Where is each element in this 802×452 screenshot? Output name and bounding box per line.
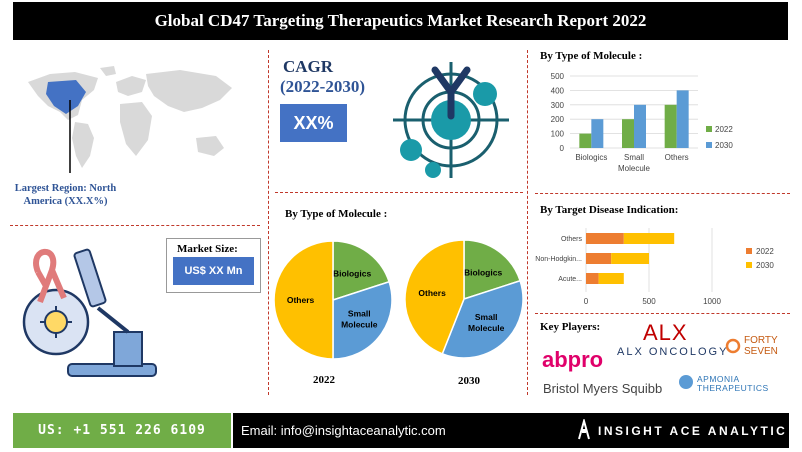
divider-right-bottom <box>535 313 790 314</box>
footer-phone[interactable]: US: +1 551 226 6109 <box>13 413 231 448</box>
pie-label: Biologics <box>464 268 503 278</box>
logo-bms: Bristol Myers Squibb <box>543 381 663 396</box>
hbar-2022-2 <box>586 273 599 284</box>
footer-contact-bar: Email: info@insightaceanalytic.com INSIG… <box>233 413 789 448</box>
pie-slice-small-molecule <box>441 279 524 359</box>
pie-label: Small <box>348 309 371 319</box>
footer-brand: INSIGHT ACE ANALYTIC <box>598 423 788 438</box>
x-tick-label: 500 <box>642 297 656 306</box>
x-tick-label: Others <box>665 153 689 162</box>
microscope-ribbon-illustration <box>22 248 157 377</box>
legend-swatch <box>746 262 752 268</box>
cagr-label: CAGR <box>283 57 334 76</box>
y-tick-label: 300 <box>551 101 565 110</box>
divider-right <box>527 50 528 395</box>
bar-2022-0 <box>579 133 592 148</box>
bar-2030-2 <box>676 90 689 148</box>
market-size-value: US$ XX Mn <box>173 257 254 285</box>
x-tick-label: 1000 <box>703 297 721 306</box>
pie-label: Molecule <box>341 320 378 330</box>
y-tick-label: 100 <box>551 130 565 139</box>
pie-label: Biologics <box>333 269 372 279</box>
report-title: Global CD47 Targeting Therapeutics Marke… <box>13 2 788 40</box>
market-size-box: US$ XX Mn <box>166 238 261 293</box>
logo-alx-oncology: ALX ONCOLOGY <box>617 346 729 358</box>
bar-chart-title: By Type of Molecule : <box>540 50 643 62</box>
market-size-label: Market Size: <box>177 243 238 255</box>
disease-bar-chart: 0 500 1000 Others Non-Hodgkin... Acute... 2022… <box>535 228 774 306</box>
apmonia-icon <box>679 375 693 389</box>
y-tick-label: 400 <box>551 86 565 95</box>
bar-2030-0 <box>591 119 604 148</box>
cagr-value: XX% <box>280 104 347 142</box>
divider-left-mid <box>10 225 260 226</box>
footer-email[interactable]: Email: info@insightaceanalytic.com <box>241 423 446 438</box>
pie-label: Molecule <box>468 323 505 333</box>
legend-label: 2030 <box>756 261 774 270</box>
pie-slice-small-molecule <box>332 280 393 360</box>
x-tick-label: Small <box>624 153 644 162</box>
legend-label: 2022 <box>756 247 774 256</box>
pie-label: Others <box>287 295 315 305</box>
bar-2030-1 <box>634 104 646 148</box>
y-tick-label: 0 <box>560 144 565 153</box>
legend-label: 2030 <box>715 141 733 150</box>
brand-logo-icon <box>578 419 590 440</box>
logo-apmonia: APMONIA THERAPEUTICS <box>697 374 769 393</box>
molecule-bar-chart: 0 100 200 300 400 500 Biologics Small Molecule Ot… <box>551 72 734 173</box>
forty-seven-icon <box>725 338 741 354</box>
y-tick-label: Non-Hodgkin... <box>535 256 582 263</box>
logo-abpro: abpro <box>542 347 604 372</box>
key-players-title: Key Players: <box>540 321 601 333</box>
pie-year-2030: 2030 <box>458 375 480 387</box>
logo-forty-seven: FORTY SEVEN <box>744 335 778 357</box>
x-tick-label: Molecule <box>618 164 651 173</box>
divider-right-top <box>535 193 790 194</box>
antibody-target-icon <box>393 62 509 178</box>
pie-label: Small <box>475 312 498 322</box>
legend-label: 2022 <box>715 125 733 134</box>
logo-alx: ALX <box>643 320 688 345</box>
cagr-period: (2022-2030) <box>280 77 365 96</box>
hbar-2030-0 <box>623 233 675 244</box>
hbar-2030-2 <box>598 273 624 284</box>
largest-region-label: Largest Region: North America (XX.X%) <box>14 183 117 207</box>
y-tick-label: 200 <box>551 115 565 124</box>
world-map <box>28 66 232 173</box>
pie-label: Others <box>418 288 446 298</box>
disease-chart-title: By Target Disease Indication: <box>540 204 679 216</box>
pies-title: By Type of Molecule : <box>285 208 388 220</box>
pie-slice-biologics <box>332 240 391 302</box>
legend-swatch <box>746 248 752 254</box>
legend-swatch <box>706 126 712 132</box>
x-tick-label: 0 <box>584 297 589 306</box>
y-tick-label: 500 <box>551 72 565 81</box>
legend-swatch <box>706 142 712 148</box>
pie-slice-others <box>273 240 334 360</box>
hbar-2022-0 <box>586 233 624 244</box>
pie-year-2022: 2022 <box>313 374 335 386</box>
divider-left <box>268 50 269 395</box>
pie-slice-others <box>404 239 465 355</box>
bar-2022-1 <box>622 119 634 148</box>
bar-2022-2 <box>664 104 677 148</box>
y-tick-label: Acute... <box>558 276 582 283</box>
y-tick-label: Others <box>561 236 583 243</box>
pie-slice-biologics <box>463 239 522 301</box>
hbar-2030-1 <box>611 253 649 264</box>
x-tick-label: Biologics <box>575 153 607 162</box>
hbar-2022-1 <box>586 253 612 264</box>
divider-center-mid <box>275 192 523 193</box>
